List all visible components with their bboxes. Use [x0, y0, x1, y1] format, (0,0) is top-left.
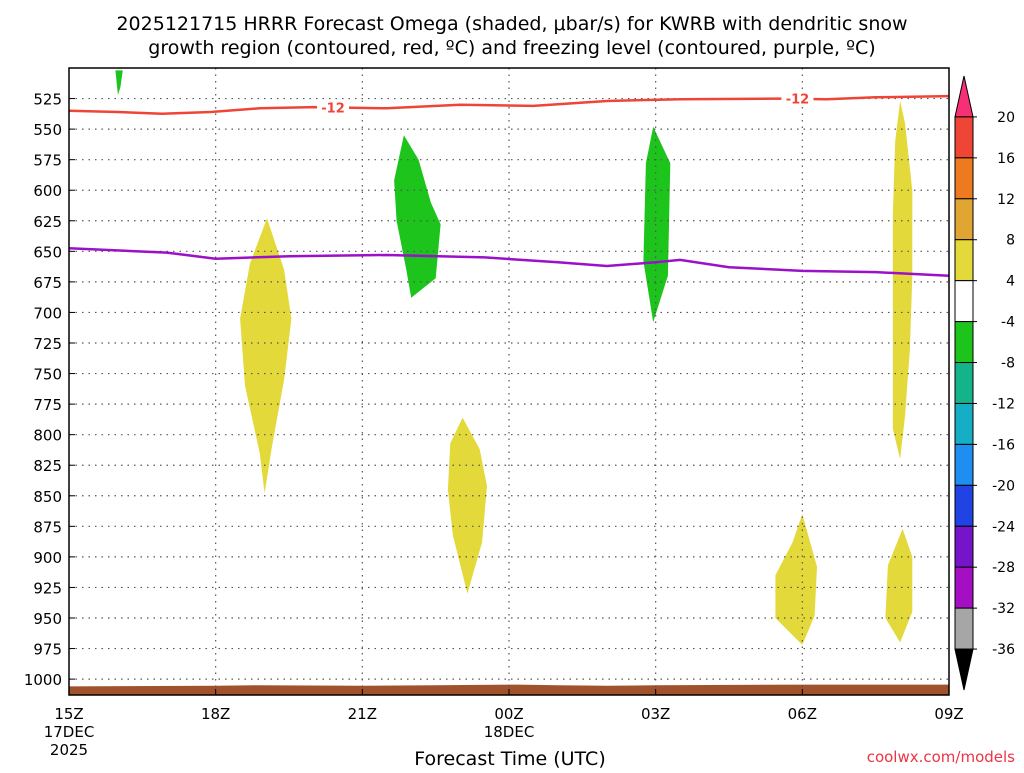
- x-tick-label-06Z: 06Z: [788, 705, 817, 723]
- colorbar-swatch: [954, 116, 974, 159]
- omega-region-2: [240, 218, 292, 494]
- colorbar-swatch: [954, 362, 974, 404]
- colorbar-swatch: [954, 157, 974, 200]
- y-tick-label-800: 800: [33, 427, 62, 445]
- y-tick-label-650: 650: [33, 243, 62, 261]
- chart-title-line-2: growth region (contoured, red, ºC) and f…: [148, 37, 875, 59]
- y-tick-label-825: 825: [33, 457, 62, 475]
- y-tick-label-525: 525: [33, 91, 62, 109]
- colorbar-label-8: 8: [1006, 233, 1015, 249]
- y-tick-label-875: 875: [33, 518, 62, 536]
- omega-region-6: [775, 514, 817, 645]
- colorbar-top-arrow: [954, 75, 974, 118]
- omega-region-8: [885, 528, 913, 643]
- snow-growth-contour-label: -12: [321, 102, 345, 117]
- colorbar-label--24: -24: [992, 519, 1015, 535]
- colorbar-label-12: 12: [997, 192, 1015, 208]
- x-tick-date-label: 17DEC: [44, 723, 95, 741]
- grid-lines: [69, 68, 949, 695]
- omega-region-1: [115, 70, 123, 95]
- colorbar-swatch: [954, 566, 974, 609]
- y-tick-label-1000: 1000: [24, 671, 62, 689]
- y-tick-label-750: 750: [33, 366, 62, 384]
- x-axis-label: Forecast Time (UTC): [414, 748, 605, 768]
- y-tick-label-700: 700: [33, 304, 62, 322]
- y-tick-label-975: 975: [33, 641, 62, 659]
- snow-growth-contour-label: -12: [786, 93, 810, 108]
- y-tick-label-550: 550: [33, 121, 62, 139]
- colorbar-swatch: [954, 239, 974, 282]
- x-tick-label-15Z: 15Z: [54, 705, 83, 723]
- colorbar-label-20: 20: [997, 110, 1015, 126]
- colorbar-swatch: [954, 484, 974, 527]
- colorbar-swatch: [954, 525, 974, 568]
- x-tick-label-00Z: 00Z: [494, 705, 523, 723]
- colorbar: 20 16 12 8 4 -4 -8 -12 -16 -20 -24 -28 -32 -36: [954, 75, 1015, 691]
- x-tick-date-label: 18DEC: [484, 723, 535, 741]
- colorbar-swatch: [954, 280, 974, 323]
- colorbar-label--12: -12: [992, 396, 1015, 412]
- colorbar-label-16: 16: [997, 151, 1015, 167]
- colorbar-swatch: [954, 198, 974, 241]
- snow-growth-line: [68, 94, 950, 116]
- y-tick-label-775: 775: [33, 396, 62, 414]
- y-tick-label-925: 925: [33, 579, 62, 597]
- colorbar-label--8: -8: [1001, 356, 1015, 372]
- x-tick-label-18Z: 18Z: [201, 705, 230, 723]
- y-axis-ticks: 525 550 575 600 625 650 675 700 725 750 775 800 825 8…: [24, 91, 75, 689]
- x-tick-year-label: 2025: [50, 741, 88, 759]
- chart-title-line-1: 2025121715 HRRR Forecast Omega (shaded, …: [116, 13, 907, 35]
- y-tick-label-950: 950: [33, 610, 62, 628]
- omega-region-5: [643, 126, 671, 323]
- y-tick-label-625: 625: [33, 213, 62, 231]
- y-tick-label-850: 850: [33, 488, 62, 506]
- y-tick-label-900: 900: [33, 549, 62, 567]
- x-tick-label-03Z: 03Z: [641, 705, 670, 723]
- omega-shading-layer: [69, 70, 949, 695]
- y-tick-label-725: 725: [33, 335, 62, 353]
- omega-region-7: [892, 101, 913, 460]
- colorbar-swatch: [954, 402, 974, 445]
- omega-region-4: [447, 417, 487, 594]
- colorbar-label-4: 4: [1006, 274, 1015, 290]
- x-tick-label-21Z: 21Z: [348, 705, 377, 723]
- colorbar-swatch: [954, 443, 974, 486]
- colorbar-label--28: -28: [992, 560, 1015, 576]
- y-tick-label-575: 575: [33, 152, 62, 170]
- colorbar-label--36: -36: [992, 642, 1015, 658]
- contour-label-bg-1: [317, 99, 349, 116]
- colorbar-label--20: -20: [992, 478, 1015, 494]
- colorbar-bottom-arrow: [954, 648, 974, 691]
- colorbar-swatch: [954, 607, 974, 650]
- contour-label-bg-2: [781, 90, 814, 107]
- contour-lines-layer: -12 -12: [68, 90, 950, 278]
- x-tick-label-09Z: 09Z: [934, 705, 963, 723]
- colorbar-label--4: -4: [1001, 315, 1015, 331]
- colorbar-label--32: -32: [992, 601, 1015, 617]
- colorbar-swatch: [954, 321, 974, 364]
- y-tick-label-600: 600: [33, 182, 62, 200]
- credit-text: coolwx.com/models: [867, 748, 1015, 766]
- colorbar-label--16: -16: [992, 437, 1015, 453]
- freezing-level-line: [68, 247, 950, 278]
- y-tick-label-675: 675: [33, 274, 62, 292]
